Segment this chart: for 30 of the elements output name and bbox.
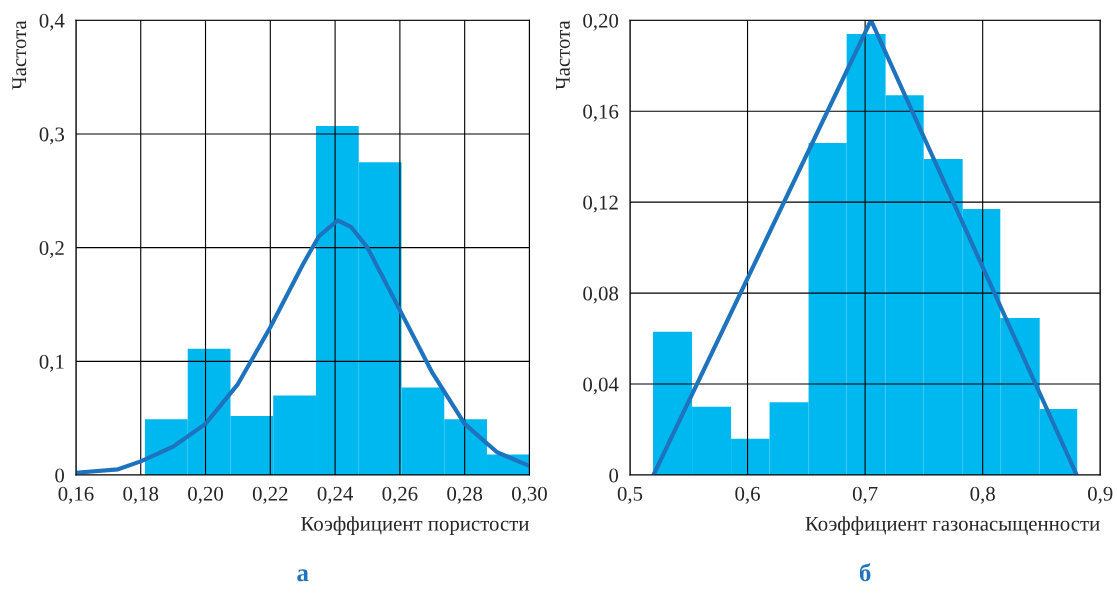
x-tick-label: 0,26 (382, 486, 418, 504)
text: а (297, 569, 309, 582)
y-axis-title: Частота (12, 20, 27, 90)
y-tick-label: 0,16 (583, 104, 619, 122)
y-tick-label: 0,12 (583, 195, 618, 213)
y-tick-label: 0 (609, 468, 619, 483)
x-tick-label: 0,20 (188, 486, 223, 504)
y-tick-label: 0,1 (39, 354, 64, 372)
y-axis-title: Частота (556, 20, 570, 90)
y-tick-label: 0,20 (583, 13, 619, 31)
y-tick-label: 0,04 (583, 377, 619, 395)
x-tick-label: 0,18 (123, 486, 159, 504)
text: б (859, 563, 871, 582)
x-tick-label: 0,16 (58, 486, 94, 504)
y-tick-label: 0,3 (39, 127, 65, 145)
x-axis-title: Коэффициент газонасыщенности (805, 516, 1100, 536)
x-tick-label: 0,6 (735, 486, 760, 504)
y-tick-label: 0,2 (39, 241, 64, 259)
x-axis-title: Коэффициент пористости (301, 516, 529, 536)
x-tick-label: 0,22 (252, 486, 288, 504)
x-tick-label: 0,5 (617, 486, 643, 504)
x-tick-label: 0,24 (317, 486, 353, 504)
y-tick-label: 0,08 (583, 286, 619, 304)
x-tick-label: 0,28 (447, 486, 483, 504)
x-tick-label: 0,30 (512, 486, 547, 504)
x-tick-label: 0,8 (970, 486, 995, 504)
y-tick-label: 0 (55, 468, 65, 483)
x-tick-label: 0,9 (1088, 486, 1113, 504)
y-tick-label: 0,4 (39, 13, 65, 31)
x-tick-label: 0,7 (852, 486, 878, 504)
